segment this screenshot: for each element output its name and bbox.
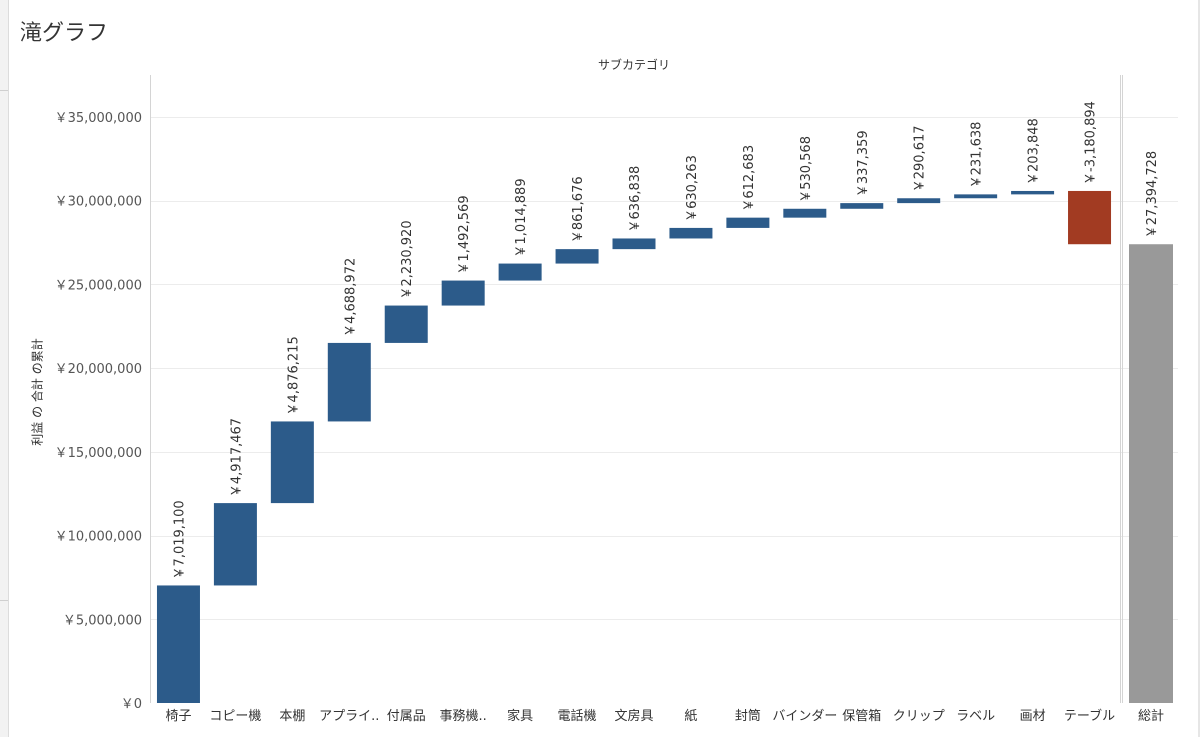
bar-value-label: ￥612,683 xyxy=(742,145,757,212)
x-category-label: 椅子 xyxy=(165,709,191,724)
left-panel-edge xyxy=(0,0,9,737)
bar-value-label: ￥4,917,467 xyxy=(229,418,244,497)
x-category-label: 事務機.. xyxy=(440,709,487,724)
y-tick-label: ￥0 xyxy=(121,697,142,712)
right-panel-edge xyxy=(1198,0,1200,737)
waterfall-bar xyxy=(384,305,428,343)
waterfall-bar xyxy=(1011,190,1055,195)
bar-value-label: ￥630,263 xyxy=(685,155,700,222)
y-tick-label: ￥35,000,000 xyxy=(55,111,142,126)
bar-value-label: ￥861,676 xyxy=(571,176,586,243)
waterfall-bar xyxy=(954,194,998,199)
y-tick-label: ￥15,000,000 xyxy=(55,446,142,461)
x-category-label: ラベル xyxy=(956,709,995,724)
bar-value-label: ￥203,848 xyxy=(1027,118,1042,185)
sheet-title: 滝グラフ xyxy=(20,21,109,46)
column-header: サブカテゴリ xyxy=(597,58,670,72)
y-tick-label: ￥30,000,000 xyxy=(55,195,142,210)
x-category-label: テーブル xyxy=(1064,708,1115,724)
waterfall-bar xyxy=(327,342,371,422)
y-tick-label: ￥20,000,000 xyxy=(55,362,142,377)
waterfall-bar xyxy=(213,503,257,586)
x-category-label: 保管箱 xyxy=(842,708,881,724)
panel-divider xyxy=(0,90,8,91)
x-category-label: 電話機 xyxy=(558,708,597,724)
waterfall-bar xyxy=(555,249,599,264)
x-category-label: 紙 xyxy=(684,709,697,724)
x-category-label: コピー機 xyxy=(209,709,261,724)
waterfall-bar xyxy=(897,198,941,204)
waterfall-bar xyxy=(840,203,884,209)
y-tick-label: ￥25,000,000 xyxy=(55,278,142,293)
waterfall-bar xyxy=(156,585,200,703)
bar-value-label: ￥290,617 xyxy=(913,125,928,192)
waterfall-bar xyxy=(669,227,713,239)
total-category-label: 総計 xyxy=(1138,708,1164,724)
y-tick-label: ￥10,000,000 xyxy=(55,530,142,545)
bar-value-label: ￥530,568 xyxy=(799,136,814,203)
total-value-label: ￥27,394,728 xyxy=(1145,151,1160,238)
x-category-label: 本棚 xyxy=(279,709,305,724)
bar-value-label: ￥4,688,972 xyxy=(343,258,358,337)
waterfall-bar xyxy=(441,280,485,306)
x-category-label: 封筒 xyxy=(735,708,761,724)
y-tick-label: ￥5,000,000 xyxy=(63,613,142,628)
bar-value-label: ￥-3,180,894 xyxy=(1084,101,1099,185)
x-category-label: 付属品 xyxy=(387,709,426,724)
x-category-label: バインダー xyxy=(772,709,837,724)
bar-value-label: ￥2,230,920 xyxy=(400,220,415,299)
bar-value-label: ￥1,492,569 xyxy=(457,195,472,274)
waterfall-bar xyxy=(1068,190,1112,245)
bar-value-label: ￥337,359 xyxy=(856,130,871,197)
waterfall-bar xyxy=(498,263,542,281)
x-category-label: アプライ.. xyxy=(319,709,379,724)
bar-value-label: ￥4,876,215 xyxy=(286,336,301,415)
panel-divider xyxy=(0,600,8,601)
x-category-label: クリップ xyxy=(893,709,945,724)
x-category-label: 文房具 xyxy=(614,708,653,724)
x-category-label: 画材 xyxy=(1020,709,1046,724)
bar-value-label: ￥1,014,889 xyxy=(514,178,529,257)
x-category-label: 家具 xyxy=(507,708,533,724)
waterfall-bar xyxy=(612,238,656,250)
bar-value-label: ￥636,838 xyxy=(628,166,643,233)
waterfall-bar xyxy=(270,421,314,504)
waterfall-bar xyxy=(783,208,827,218)
bar-value-label: ￥7,019,100 xyxy=(172,500,187,579)
bar-value-label: ￥231,638 xyxy=(970,122,985,189)
total-bar xyxy=(1129,244,1173,703)
waterfall-bar xyxy=(726,217,770,228)
